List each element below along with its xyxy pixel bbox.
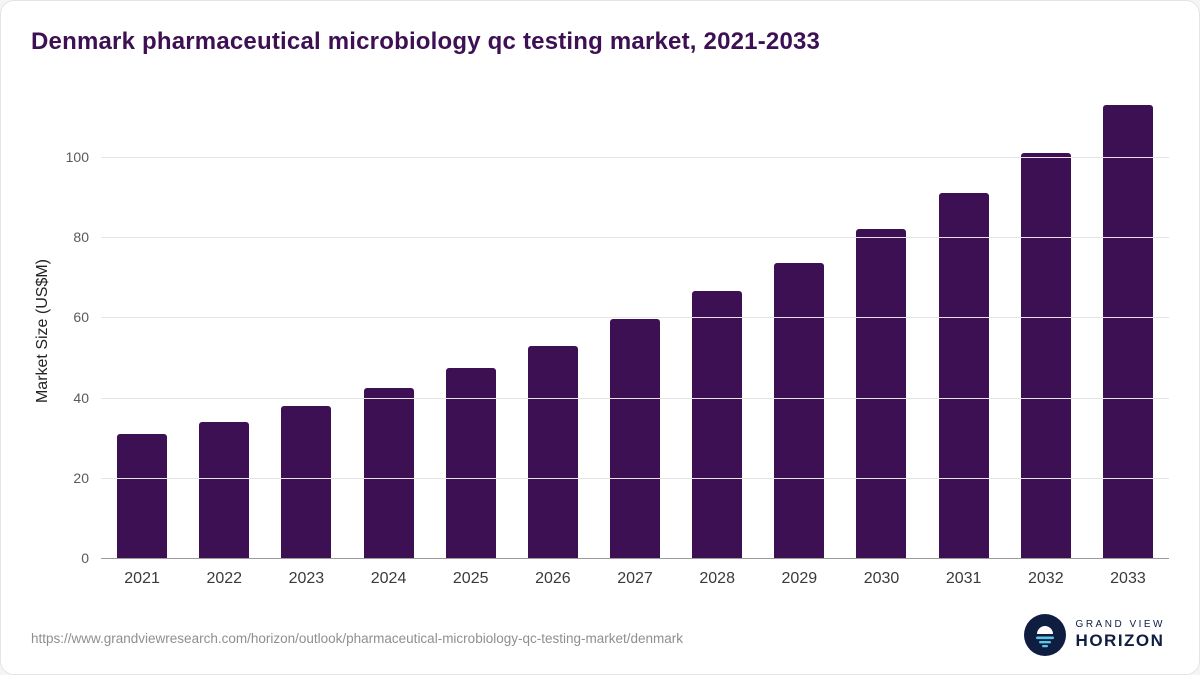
- bar-2030: [856, 229, 907, 558]
- bar-slot-2026: [512, 101, 594, 558]
- gridline-80: [101, 237, 1169, 239]
- x-tick-label-2021: 2021: [124, 570, 160, 587]
- bars-container: [101, 101, 1169, 558]
- bar-2021: [117, 433, 168, 558]
- x-tick-label-2029: 2029: [781, 570, 818, 587]
- bar-slot-2028: [676, 101, 758, 558]
- bar-2026: [527, 345, 578, 558]
- horizon-logo-icon: [1023, 614, 1066, 656]
- grand-view-horizon-logo: GRAND VIEW HORIZON: [1023, 614, 1165, 656]
- x-tick-label-2022: 2022: [206, 570, 243, 587]
- source-url: https://www.grandviewresearch.com/horizo…: [31, 631, 684, 646]
- bar-2023: [281, 405, 332, 558]
- y-tick-label-40: 40: [73, 389, 89, 406]
- x-tick-label-2033: 2033: [1110, 570, 1146, 587]
- logo-text: GRAND VIEW HORIZON: [1076, 619, 1165, 650]
- gridline-40: [101, 397, 1169, 399]
- gridline-100: [101, 157, 1169, 159]
- bar-2027: [610, 319, 661, 558]
- bar-slot-2023: [265, 101, 347, 558]
- bar-2025: [445, 367, 496, 558]
- x-tick-label-2026: 2026: [535, 570, 571, 587]
- y-tick-label-20: 20: [73, 469, 89, 486]
- bar-2031: [938, 193, 989, 558]
- x-tick-label-2025: 2025: [452, 570, 489, 587]
- x-axis-labels: 2021 2022 2023 2024 2025 2026 2027 2028 2029 2030…: [101, 558, 1169, 588]
- x-tick-label-2030: 2030: [863, 570, 900, 587]
- bar-slot-2032: [1005, 101, 1087, 558]
- bar-2024: [363, 387, 414, 558]
- y-tick-label-60: 60: [73, 309, 89, 326]
- bar-slot-2031: [923, 101, 1005, 558]
- bar-slot-2021: [101, 101, 183, 558]
- bar-2028: [692, 291, 743, 558]
- gridline-60: [101, 317, 1169, 319]
- y-tick-label-100: 100: [65, 149, 89, 166]
- bar-slot-2027: [594, 101, 676, 558]
- plot-area: 2021 2022 2023 2024 2025 2026 2027 2028 2029 2030…: [66, 101, 1169, 587]
- x-tick-label-2023: 2023: [288, 570, 325, 587]
- x-tick-label-2027: 2027: [617, 570, 653, 587]
- bar-2022: [199, 421, 250, 558]
- x-tick-label-2028: 2028: [699, 570, 735, 587]
- bar-slot-2029: [758, 101, 840, 558]
- chart-title: Denmark pharmaceutical microbiology qc t…: [31, 28, 821, 55]
- bar-2033: [1102, 105, 1153, 558]
- logo-grand-view-label: GRAND VIEW: [1075, 619, 1165, 631]
- logo-horizon-label: HORIZON: [1075, 630, 1165, 650]
- gridline-20: [101, 477, 1169, 479]
- bar-slot-2025: [430, 101, 512, 558]
- y-tick-label-80: 80: [73, 229, 89, 246]
- bar-slot-2033: [1087, 101, 1169, 558]
- bar-slot-2030: [840, 101, 922, 558]
- x-tick-label-2031: 2031: [945, 570, 982, 587]
- x-tick-label-2024: 2024: [370, 570, 407, 587]
- bar-2029: [774, 263, 825, 558]
- bar-slot-2024: [347, 101, 429, 558]
- y-tick-label-0: 0: [81, 550, 89, 566]
- x-tick-label-2032: 2032: [1028, 570, 1064, 587]
- bar-2032: [1020, 153, 1071, 558]
- bar-slot-2022: [183, 101, 265, 558]
